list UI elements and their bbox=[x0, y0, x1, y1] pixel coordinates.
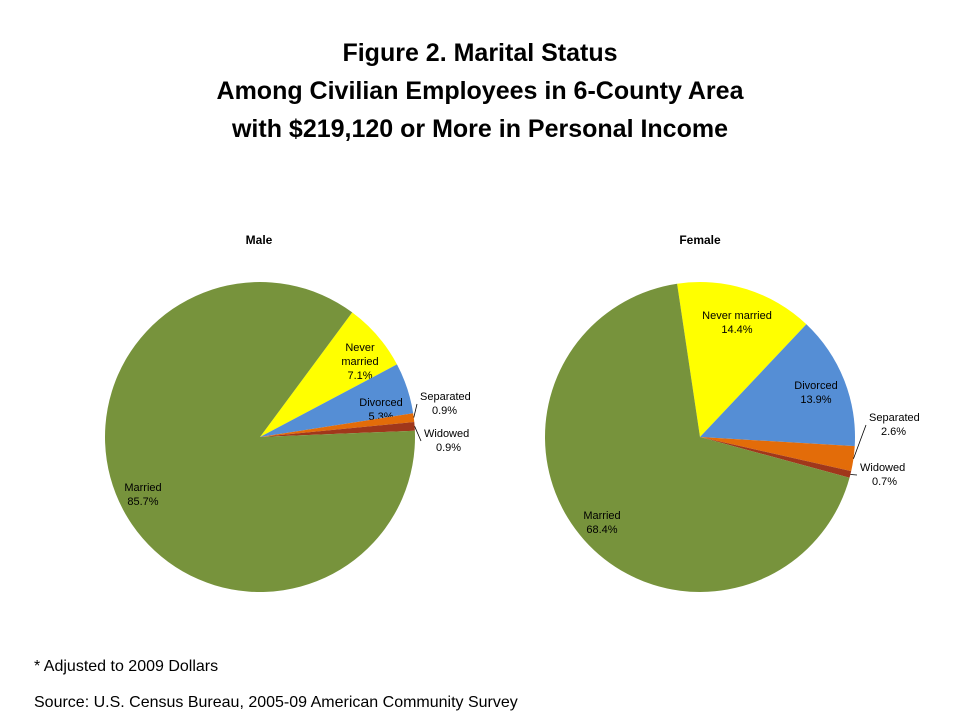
leader-line bbox=[414, 426, 422, 442]
figure-title-line-3: with $219,120 or More in Personal Income bbox=[231, 115, 728, 143]
data-label-widowed: Widowed 0.9% bbox=[424, 428, 469, 454]
pie-slice-married bbox=[544, 283, 850, 593]
data-label-never-married: Never married 14.4% bbox=[702, 310, 772, 336]
pie-slice-separated bbox=[260, 413, 415, 437]
figure-title-line-1: Figure 2. Marital Status bbox=[342, 39, 618, 67]
pie-slice-widowed bbox=[700, 437, 852, 478]
data-label-married: Married 68.4% bbox=[583, 510, 620, 536]
pie-slice-widowed bbox=[260, 421, 415, 437]
pie-slice-separated bbox=[700, 437, 855, 472]
data-label-married: Married 85.7% bbox=[124, 482, 161, 508]
data-label-divorced: Divorced 13.9% bbox=[794, 380, 837, 406]
leader-line bbox=[413, 403, 418, 418]
pie-slice-divorced bbox=[260, 364, 414, 437]
figure-title: Figure 2. Marital Status Among Civilian … bbox=[0, 34, 960, 148]
pie-slice-divorced bbox=[700, 324, 855, 447]
data-label-separated: Separated 0.9% bbox=[420, 391, 471, 417]
leader-line bbox=[850, 474, 858, 476]
data-label-widowed: Widowed 0.7% bbox=[860, 462, 905, 488]
male-chart-title: Male bbox=[245, 233, 273, 247]
leader-line bbox=[853, 424, 867, 459]
data-label-never-married: Never married 7.1% bbox=[341, 342, 378, 382]
data-label-separated: Separated 2.6% bbox=[869, 412, 920, 438]
source-note: Source: U.S. Census Bureau, 2005-09 Amer… bbox=[34, 694, 518, 711]
male-pie: Never married 7.1%Divorced 5.3%Separated 0.9… bbox=[104, 281, 471, 592]
female-pie: Never married 14.4% Divorced 13.9% Separated… bbox=[544, 282, 920, 593]
pie-slice-never-married bbox=[677, 282, 807, 437]
figure-title-line-2: Among Civilian Employees in 6-County Are… bbox=[216, 77, 744, 105]
pie-slice-married bbox=[104, 281, 415, 592]
pie-slice-never-married bbox=[260, 312, 397, 437]
footnote: * Adjusted to 2009 Dollars bbox=[34, 658, 219, 675]
female-chart-title: Female bbox=[679, 233, 721, 247]
